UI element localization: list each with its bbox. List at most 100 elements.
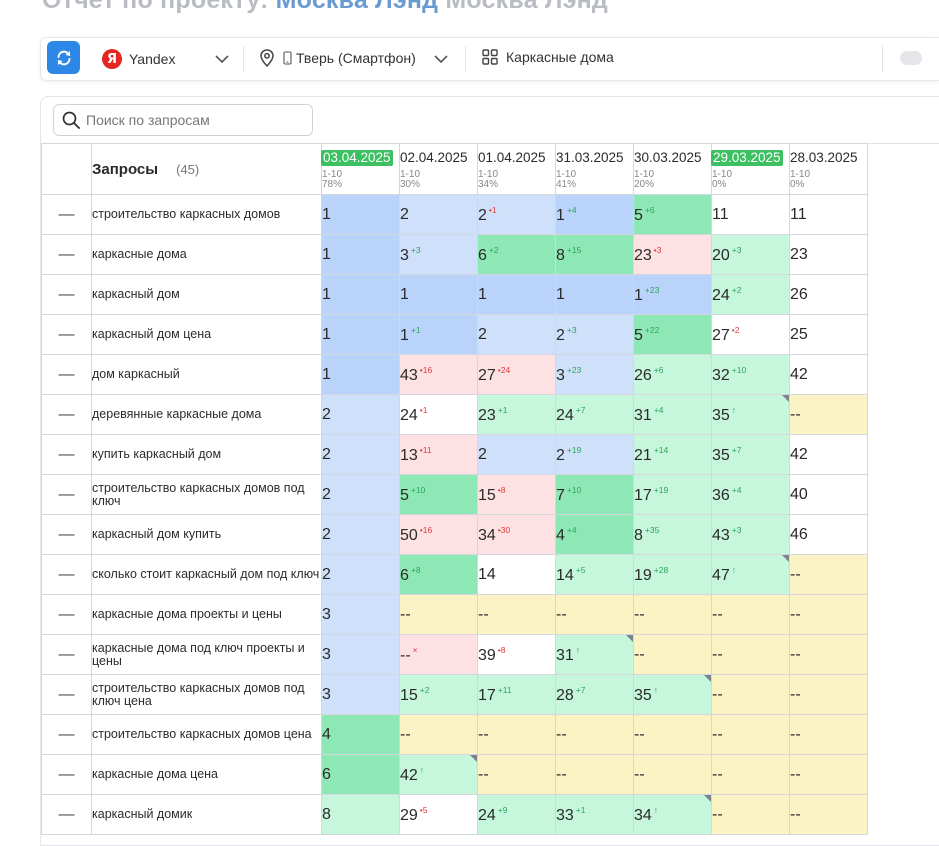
position-cell[interactable]: 24 •1 (399, 394, 478, 435)
position-cell[interactable]: -- (477, 714, 556, 755)
position-cell[interactable]: -- (477, 594, 556, 635)
position-cell[interactable]: 42 ↑ (399, 754, 478, 795)
position-cell[interactable]: 39 •8 (477, 634, 556, 675)
date-column-header[interactable]: 31.03.2025 1-10 41% (555, 143, 634, 195)
position-cell[interactable]: 46 (789, 514, 868, 555)
position-cell[interactable]: 1 +1 (399, 314, 478, 355)
position-cell[interactable]: 3 (321, 594, 400, 635)
queries-column-header[interactable]: Запросы (45) (91, 143, 322, 195)
position-cell[interactable]: -- (399, 594, 478, 635)
position-cell[interactable]: 11 (711, 194, 790, 235)
position-cell[interactable]: 7 +10 (555, 474, 634, 515)
position-cell[interactable]: 28 +7 (555, 674, 634, 715)
position-cell[interactable]: 25 (789, 314, 868, 355)
date-column-header[interactable]: 30.03.2025 1-10 20% (633, 143, 712, 195)
position-cell[interactable]: 34 ↑ (633, 794, 712, 835)
search-engine-select[interactable]: Я Yandex (102, 49, 175, 69)
position-cell[interactable]: -- × (399, 634, 478, 675)
position-cell[interactable]: 2 (321, 394, 400, 435)
collapse-toggle[interactable]: — (41, 474, 92, 515)
position-cell[interactable]: 40 (789, 474, 868, 515)
collapse-toggle[interactable]: — (41, 234, 92, 275)
position-cell[interactable]: 31 +4 (633, 394, 712, 435)
collapse-toggle[interactable]: — (41, 594, 92, 635)
collapse-toggle[interactable]: — (41, 514, 92, 555)
collapse-toggle[interactable]: — (41, 674, 92, 715)
position-cell[interactable]: 35 ↑ (711, 394, 790, 435)
position-cell[interactable]: 8 (321, 794, 400, 835)
position-cell[interactable]: 23 (789, 234, 868, 275)
position-cell[interactable]: -- (789, 714, 868, 755)
position-cell[interactable]: -- (633, 634, 712, 675)
position-cell[interactable]: 2 (321, 554, 400, 595)
position-cell[interactable]: -- (633, 714, 712, 755)
date-column-header[interactable]: 02.04.2025 1-10 30% (399, 143, 478, 195)
position-cell[interactable]: 23 •3 (633, 234, 712, 275)
position-cell[interactable]: 2 (477, 314, 556, 355)
position-cell[interactable]: 29 •5 (399, 794, 478, 835)
position-cell[interactable]: -- (477, 754, 556, 795)
position-cell[interactable]: -- (711, 754, 790, 795)
position-cell[interactable]: 24 +2 (711, 274, 790, 315)
position-cell[interactable]: 47 ↑ (711, 554, 790, 595)
chevron-down-icon[interactable] (214, 53, 230, 65)
date-column-header[interactable]: 01.04.2025 1-10 34% (477, 143, 556, 195)
position-cell[interactable]: -- (555, 594, 634, 635)
collapse-toggle[interactable]: — (41, 194, 92, 235)
position-cell[interactable]: 1 (321, 194, 400, 235)
position-cell[interactable]: 5 +10 (399, 474, 478, 515)
collapse-toggle[interactable]: — (41, 634, 92, 675)
position-cell[interactable]: -- (789, 754, 868, 795)
date-column-header[interactable]: 29.03.2025 1-10 0% (711, 143, 790, 195)
position-cell[interactable]: -- (789, 794, 868, 835)
position-cell[interactable]: 31 ↑ (555, 634, 634, 675)
position-cell[interactable]: 21 +14 (633, 434, 712, 475)
position-cell[interactable]: -- (711, 794, 790, 835)
position-cell[interactable]: -- (399, 714, 478, 755)
position-cell[interactable]: 2 +19 (555, 434, 634, 475)
position-cell[interactable]: 35 ↑ (633, 674, 712, 715)
position-cell[interactable]: 3 (321, 674, 400, 715)
position-cell[interactable]: 17 +19 (633, 474, 712, 515)
position-cell[interactable]: 1 (477, 274, 556, 315)
position-cell[interactable]: 2 (399, 194, 478, 235)
position-cell[interactable]: -- (789, 554, 868, 595)
collapse-toggle[interactable]: — (41, 274, 92, 315)
position-cell[interactable]: -- (711, 714, 790, 755)
position-cell[interactable]: 27 •24 (477, 354, 556, 395)
position-cell[interactable]: 26 +6 (633, 354, 712, 395)
collapse-toggle[interactable]: — (41, 314, 92, 355)
position-cell[interactable]: 6 +2 (477, 234, 556, 275)
collapse-toggle[interactable]: — (41, 714, 92, 755)
search-input[interactable] (86, 112, 306, 128)
position-cell[interactable]: 19 +28 (633, 554, 712, 595)
region-select[interactable]: Тверь (Смартфон) (259, 49, 416, 67)
position-cell[interactable]: 34 •30 (477, 514, 556, 555)
position-cell[interactable]: 1 (321, 274, 400, 315)
position-cell[interactable]: 3 +23 (555, 354, 634, 395)
position-cell[interactable]: -- (555, 754, 634, 795)
position-cell[interactable]: -- (789, 394, 868, 435)
position-cell[interactable]: 20 +3 (711, 234, 790, 275)
collapse-toggle[interactable]: — (41, 434, 92, 475)
position-cell[interactable]: 6 +8 (399, 554, 478, 595)
position-cell[interactable]: 2 (321, 474, 400, 515)
date-column-header[interactable]: 03.04.2025 1-10 78% (321, 143, 400, 195)
position-cell[interactable]: 24 +7 (555, 394, 634, 435)
position-cell[interactable]: 2 (321, 514, 400, 555)
position-cell[interactable]: 5 +6 (633, 194, 712, 235)
position-cell[interactable]: -- (711, 674, 790, 715)
position-cell[interactable]: 43 +3 (711, 514, 790, 555)
position-cell[interactable]: 15 •8 (477, 474, 556, 515)
date-column-header[interactable]: 28.03.2025 1-10 0% (789, 143, 868, 195)
position-cell[interactable]: -- (789, 634, 868, 675)
search-box[interactable] (53, 104, 313, 136)
position-cell[interactable]: 42 (789, 434, 868, 475)
position-cell[interactable]: 1 (321, 314, 400, 355)
position-cell[interactable]: 1 +23 (633, 274, 712, 315)
position-cell[interactable]: 50 •16 (399, 514, 478, 555)
position-cell[interactable]: 6 (321, 754, 400, 795)
position-cell[interactable]: 23 +1 (477, 394, 556, 435)
position-cell[interactable]: 8 +35 (633, 514, 712, 555)
position-cell[interactable]: 2 (321, 434, 400, 475)
